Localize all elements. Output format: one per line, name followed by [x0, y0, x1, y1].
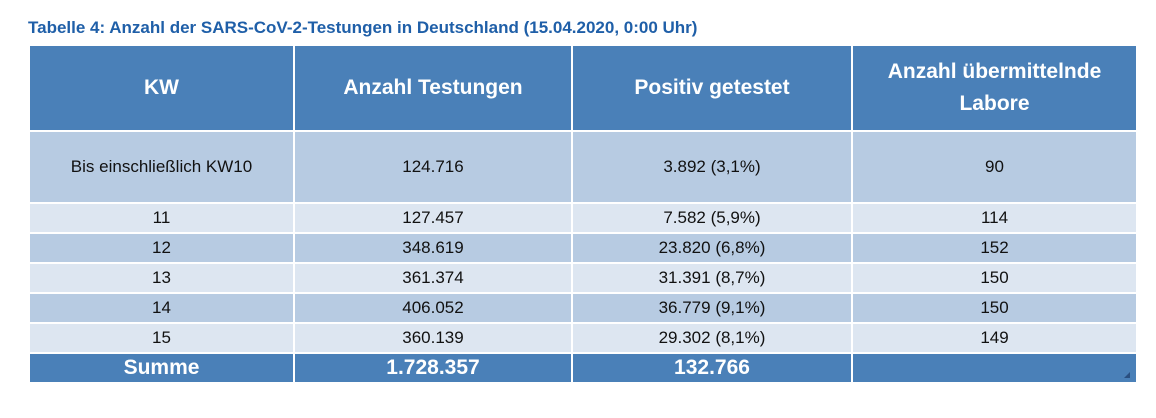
cell-kw: 13	[28, 262, 295, 294]
cell-anzahl-labore: 150	[851, 262, 1138, 294]
sum-anzahl-testungen: 1.728.357	[293, 352, 573, 384]
header-kw: KW	[28, 44, 295, 132]
cell-anzahl-testungen: 361.374	[293, 262, 573, 294]
cell-kw: Bis einschließlich KW10	[28, 130, 295, 204]
cell-positiv-getestet: 7.582 (5,9%)	[571, 202, 853, 234]
table-row: 13 361.374 31.391 (8,7%) 150	[28, 262, 1138, 294]
cell-anzahl-testungen: 348.619	[293, 232, 573, 264]
resize-handle-icon	[1124, 372, 1130, 378]
cell-anzahl-testungen: 124.716	[293, 130, 573, 204]
cell-anzahl-labore: 150	[851, 292, 1138, 324]
cell-positiv-getestet: 29.302 (8,1%)	[571, 322, 853, 354]
cell-anzahl-labore: 152	[851, 232, 1138, 264]
table-caption: Tabelle 4: Anzahl der SARS-CoV-2-Testung…	[28, 18, 698, 37]
cell-kw: 14	[28, 292, 295, 324]
header-anzahl-labore: Anzahl übermittelnde Labore	[851, 44, 1138, 132]
cell-kw: 15	[28, 322, 295, 354]
header-positiv-getestet: Positiv getestet	[571, 44, 853, 132]
cell-anzahl-testungen: 360.139	[293, 322, 573, 354]
testing-table: KW Anzahl Testungen Positiv getestet Anz…	[28, 44, 1138, 384]
sum-positiv-getestet: 132.766	[571, 352, 853, 384]
cell-anzahl-labore: 114	[851, 202, 1138, 234]
cell-positiv-getestet: 3.892 (3,1%)	[571, 130, 853, 204]
cell-kw: 12	[28, 232, 295, 264]
cell-positiv-getestet: 23.820 (6,8%)	[571, 232, 853, 264]
cell-positiv-getestet: 36.779 (9,1%)	[571, 292, 853, 324]
table-row: 12 348.619 23.820 (6,8%) 152	[28, 232, 1138, 264]
cell-anzahl-labore: 90	[851, 130, 1138, 204]
table-row: 11 127.457 7.582 (5,9%) 114	[28, 202, 1138, 234]
table-row: Bis einschließlich KW10 124.716 3.892 (3…	[28, 130, 1138, 204]
cell-kw: 11	[28, 202, 295, 234]
table-row: 15 360.139 29.302 (8,1%) 149	[28, 322, 1138, 354]
cell-anzahl-labore: 149	[851, 322, 1138, 354]
header-anzahl-testungen: Anzahl Testungen	[293, 44, 573, 132]
sum-anzahl-labore	[851, 352, 1138, 384]
cell-anzahl-testungen: 406.052	[293, 292, 573, 324]
cell-positiv-getestet: 31.391 (8,7%)	[571, 262, 853, 294]
cell-anzahl-testungen: 127.457	[293, 202, 573, 234]
sum-row: Summe 1.728.357 132.766	[28, 352, 1138, 384]
table-row: 14 406.052 36.779 (9,1%) 150	[28, 292, 1138, 324]
sum-label: Summe	[28, 352, 295, 384]
header-row: KW Anzahl Testungen Positiv getestet Anz…	[28, 44, 1138, 132]
